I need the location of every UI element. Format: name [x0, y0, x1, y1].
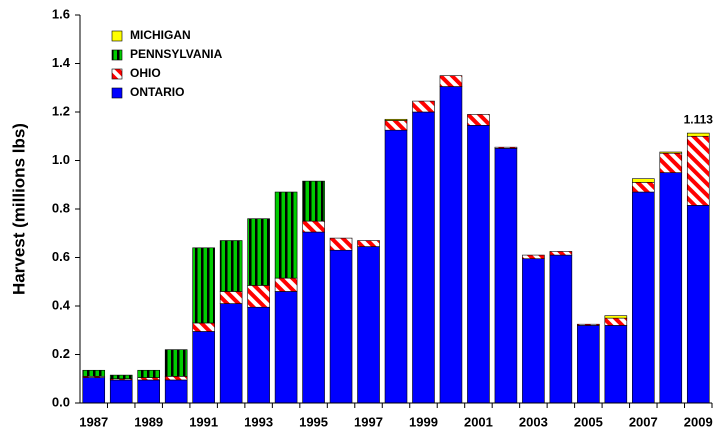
bar-segment [686, 205, 710, 404]
bar-segment [357, 246, 380, 404]
bar-segment [247, 285, 270, 308]
y-tick-label: 0.4 [52, 297, 71, 312]
y-tick-label: 0.6 [52, 249, 70, 264]
bar-segment [659, 152, 683, 173]
x-tick-label: 1991 [189, 414, 218, 429]
bar-segment [164, 376, 188, 381]
bar-segment [82, 377, 106, 404]
bar-segment [137, 379, 160, 404]
y-tick-label: 0.0 [52, 394, 70, 409]
bar-segment [522, 258, 545, 404]
legend-swatch [111, 68, 123, 80]
bar-segment [549, 254, 573, 404]
bar-segment [82, 369, 106, 377]
y-tick-label: 0.2 [52, 346, 70, 361]
bar-segment [274, 191, 298, 279]
legend-swatch [111, 87, 123, 99]
x-tick-label: 1993 [244, 414, 273, 429]
total-label: 1.113 [684, 112, 714, 126]
y-tick-label: 0.8 [52, 200, 70, 215]
bar-segment [604, 317, 628, 326]
bar-segment [247, 306, 270, 404]
bar-segment [192, 331, 215, 404]
legend-swatch [111, 49, 123, 61]
bar-segment [632, 178, 655, 183]
x-tick-label: 2003 [519, 414, 548, 429]
y-tick-label: 1.4 [52, 55, 71, 70]
bar-segment [494, 148, 518, 404]
bar-segment [686, 135, 710, 206]
bar-segment [192, 247, 215, 324]
bar-segment [439, 86, 463, 404]
bar-segment [632, 191, 655, 404]
bar-segment [412, 100, 435, 113]
bar-segment [109, 374, 133, 380]
bar-segment [467, 114, 490, 126]
legend-swatch [111, 30, 123, 42]
bar-segment [384, 118, 408, 121]
bar-segment [219, 240, 243, 292]
bar-segment [137, 369, 160, 378]
bar-segment [686, 132, 710, 137]
legend-label: OHIO [130, 66, 161, 80]
bar-segment [302, 220, 325, 233]
y-axis-label: Harvest (millions lbs) [9, 123, 28, 295]
bar-segment [439, 75, 463, 87]
bar-segment [274, 291, 298, 404]
bar-segment [192, 322, 215, 332]
bar-segment [604, 325, 628, 404]
bar-segment [247, 218, 270, 286]
bar-segment [302, 180, 325, 222]
bar-segment [659, 151, 683, 154]
bar-segment [219, 291, 243, 304]
y-tick-label: 1.6 [52, 6, 70, 21]
y-tick-label: 1.0 [52, 152, 70, 167]
x-tick-label: 1989 [134, 414, 163, 429]
bar-segment [164, 349, 188, 377]
bar-segment [632, 182, 655, 193]
bar-segment [384, 129, 408, 404]
legend-label: ONTARIO [130, 85, 184, 99]
bar-segment [302, 231, 325, 404]
bar-segment [467, 125, 490, 404]
bar-segment [357, 240, 380, 247]
bar-segment [549, 251, 573, 256]
bar-segment [384, 120, 408, 131]
bar-segment [577, 323, 600, 326]
x-tick-label: 1997 [354, 414, 383, 429]
bar-segment [577, 325, 600, 404]
bar-segment [274, 277, 298, 292]
x-tick-label: 2009 [684, 414, 713, 429]
x-tick-label: 2005 [574, 414, 603, 429]
bar-segment [219, 303, 243, 404]
bar-segment [494, 146, 518, 149]
x-tick-label: 1995 [299, 414, 328, 429]
x-tick-label: 1987 [79, 414, 108, 429]
x-tick-label: 2007 [629, 414, 658, 429]
bar-segment [522, 254, 545, 260]
x-tick-label: 1999 [409, 414, 438, 429]
bar-segment [137, 377, 160, 381]
legend-label: PENNSYLVANIA [130, 47, 223, 61]
bar-segment [412, 111, 435, 404]
y-tick-label: 1.2 [52, 103, 70, 118]
bar-segment [604, 315, 628, 319]
x-tick-label: 2001 [464, 414, 493, 429]
bar-segment [109, 379, 133, 404]
bar-segment [329, 249, 353, 404]
bar-segment [164, 379, 188, 404]
legend-label: MICHIGAN [130, 28, 191, 42]
bar-segment [659, 172, 683, 404]
bar-segment [329, 237, 353, 251]
